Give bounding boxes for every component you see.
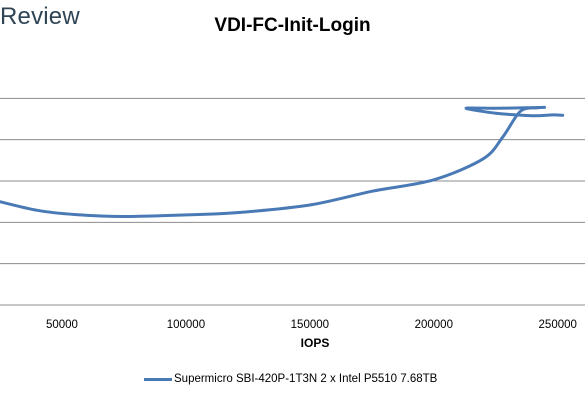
legend: Supermicro SBI-420P-1T3N 2 x Intel P5510… <box>144 372 437 386</box>
x-tick-label: 100000 <box>167 319 205 331</box>
x-tick-label: 150000 <box>291 319 329 331</box>
legend-entry-label: Supermicro SBI-420P-1T3N 2 x Intel P5510… <box>174 373 438 385</box>
chart-title: VDI-FC-Init-Login <box>214 15 371 36</box>
series-lines <box>0 105 565 219</box>
x-tick-label: 250000 <box>539 319 577 331</box>
x-axis-ticks: 50000 100000 150000 200000 250000 <box>46 319 577 331</box>
x-axis-label: IOPS <box>300 336 330 350</box>
legend-swatch <box>144 377 172 381</box>
brand-logo-text: Review <box>0 3 80 30</box>
gridlines <box>0 97 585 306</box>
series-line <box>0 105 565 219</box>
x-tick-label: 200000 <box>415 319 453 331</box>
x-tick-label: 50000 <box>46 319 78 331</box>
